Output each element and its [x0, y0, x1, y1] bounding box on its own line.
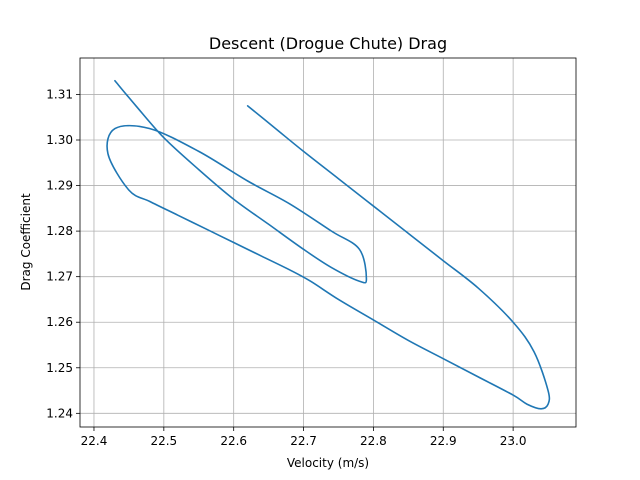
x-tick-label: 22.9	[430, 434, 457, 448]
x-tick-label: 22.8	[360, 434, 387, 448]
y-tick-label: 1.31	[46, 87, 73, 101]
x-tick-label: 22.6	[220, 434, 247, 448]
chart-title: Descent (Drogue Chute) Drag	[209, 34, 447, 53]
series-group	[106, 79, 551, 410]
y-tick-label: 1.26	[46, 315, 73, 329]
grid	[80, 58, 576, 427]
x-tick-label: 22.7	[290, 434, 317, 448]
y-tick-label: 1.30	[46, 133, 73, 147]
y-axis-label: Drag Coefficient	[19, 193, 33, 291]
series-line	[106, 79, 551, 410]
x-tick-label: 23.0	[500, 434, 527, 448]
x-tick-label: 22.4	[81, 434, 108, 448]
y-tick-label: 1.28	[46, 224, 73, 238]
y-tick-label: 1.27	[46, 270, 73, 284]
plot-frame	[79, 57, 577, 428]
x-axis-label: Velocity (m/s)	[287, 456, 369, 470]
y-tick-label: 1.29	[46, 179, 73, 193]
y-tick-label: 1.25	[46, 361, 73, 375]
x-tick-label: 22.5	[150, 434, 177, 448]
y-tick-label: 1.24	[46, 406, 73, 420]
ticks: 22.4 22.5 22.6 22.7 22.8 22.9 23.0 1.24 1.25 1.26…	[46, 87, 526, 448]
